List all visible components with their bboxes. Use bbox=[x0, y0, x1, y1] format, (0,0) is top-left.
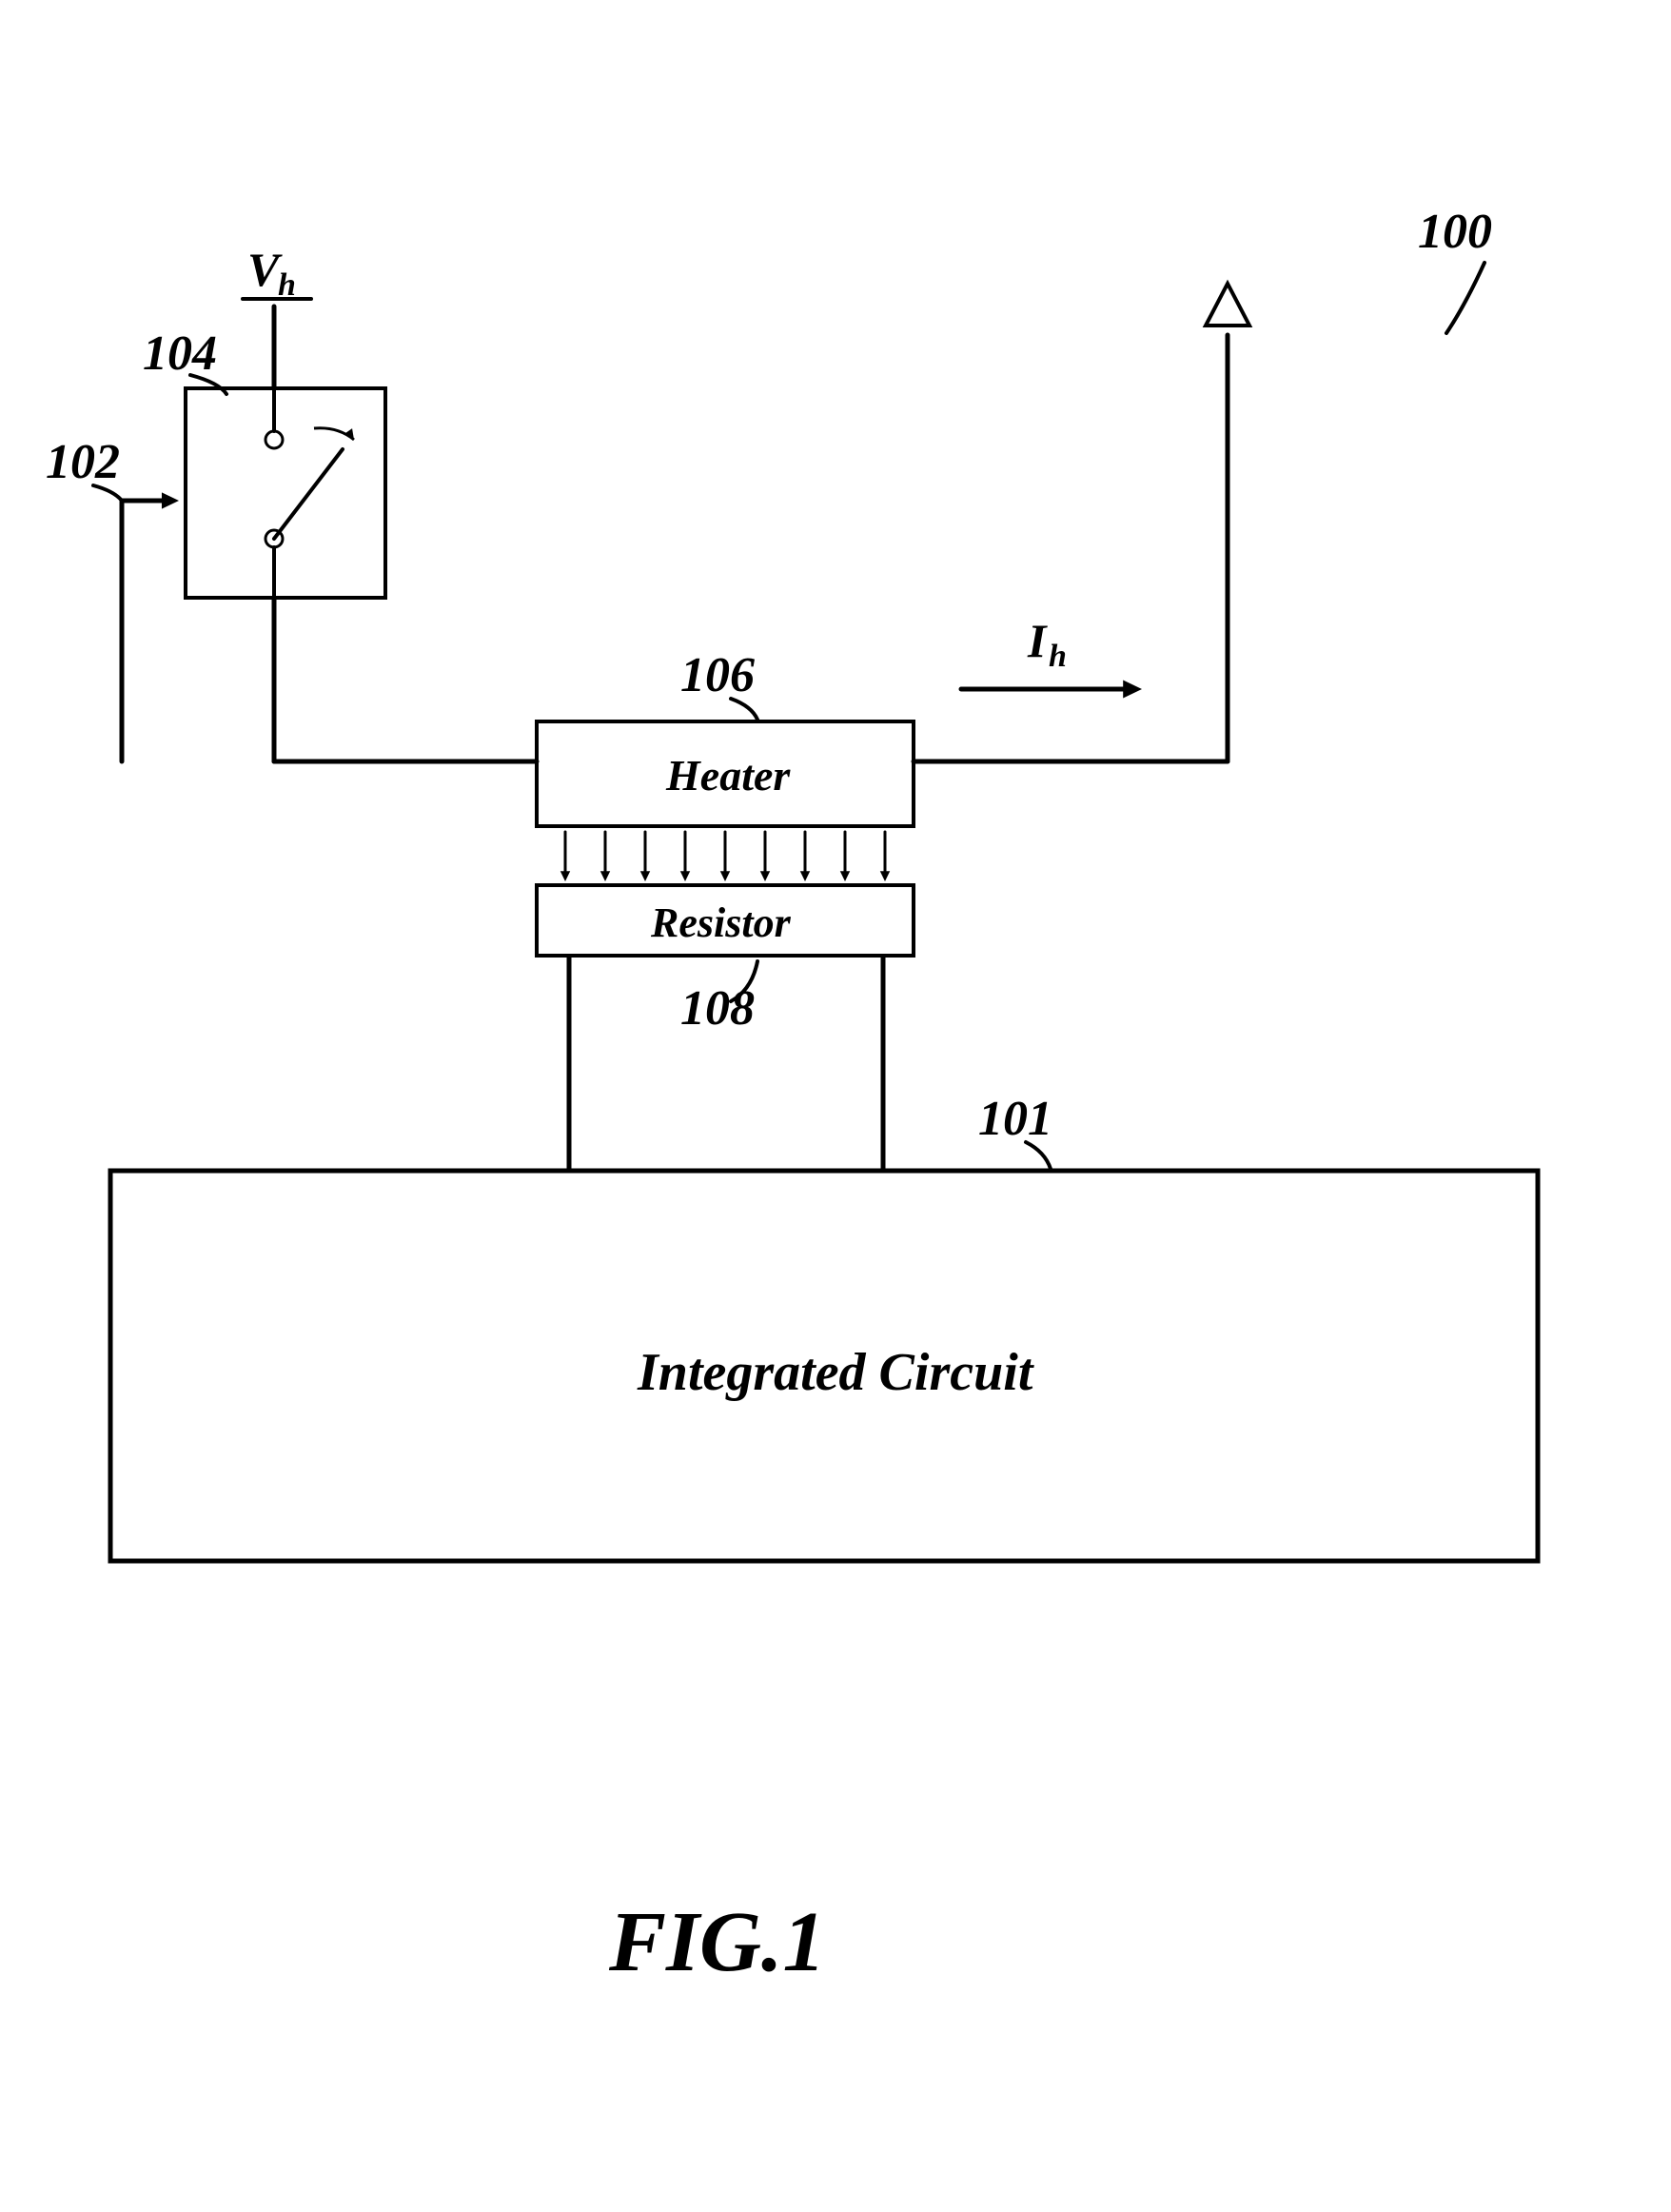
figure-label: FIG.1 bbox=[608, 1895, 826, 1989]
ground-symbol bbox=[1206, 284, 1249, 326]
ref-101: 101 bbox=[978, 1092, 1052, 1146]
switch-box bbox=[186, 388, 385, 598]
ic-label: Integrated Circuit bbox=[637, 1343, 1034, 1402]
resistor-label: Resistor bbox=[650, 899, 792, 946]
ref-106: 106 bbox=[680, 648, 755, 702]
ref-102: 102 bbox=[46, 435, 120, 489]
svg-text:I: I bbox=[1027, 614, 1048, 667]
ref-100: 100 bbox=[1418, 205, 1492, 259]
ref-104: 104 bbox=[143, 326, 217, 381]
voltage-label: Vh bbox=[247, 243, 296, 303]
current-label: Ih bbox=[1027, 614, 1067, 674]
heater-label: Heater bbox=[665, 751, 791, 800]
svg-text:h: h bbox=[1049, 639, 1067, 674]
